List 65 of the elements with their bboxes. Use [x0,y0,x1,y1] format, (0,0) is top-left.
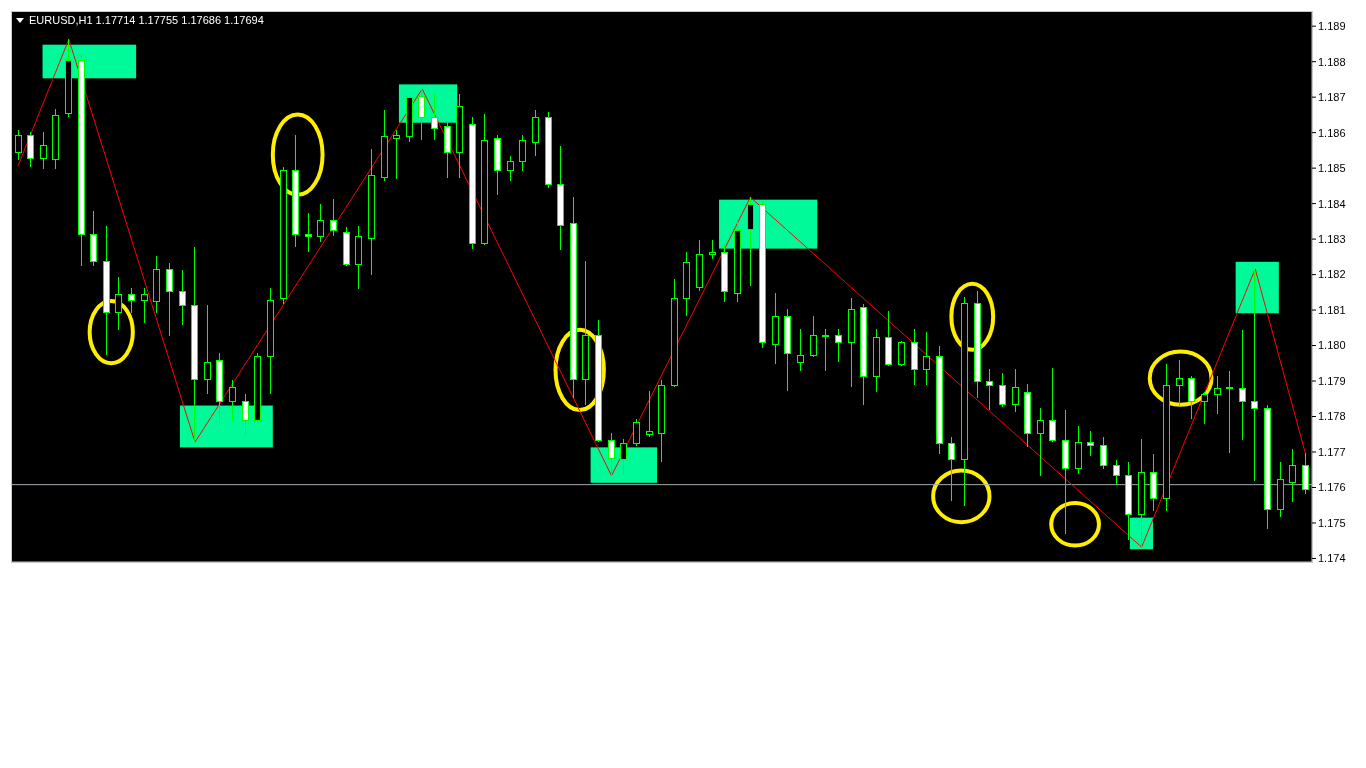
candlestick [822,328,829,372]
chart-title: EURUSD,H1 1.17714 1.17755 1.17686 1.17694 [29,14,264,26]
candlestick [204,304,211,395]
candlestick [317,203,324,243]
candlestick [1289,448,1296,503]
candlestick [115,276,122,331]
candlestick [986,368,993,411]
y-tick-label: 1.178 [1318,410,1346,423]
candlestick [633,418,640,447]
candlestick [1012,368,1019,413]
candlestick [330,198,337,237]
candlestick [1251,268,1258,482]
y-tick-label: 1.180 [1318,339,1346,352]
candlestick [179,269,186,326]
candlestick [1188,375,1195,420]
y-tick-label: 1.179 [1318,374,1346,387]
candlestick [431,92,438,141]
candlestick [709,239,716,260]
candlestick [620,438,627,475]
candlestick [393,129,400,180]
y-tick-label: 1.175 [1318,516,1346,529]
candlestick [507,155,514,182]
candlestick [27,131,34,168]
candlestick [1100,436,1107,470]
candlestick [1226,370,1233,454]
candlestick [810,315,817,358]
candlestick [1176,359,1183,408]
candlestick [646,390,653,438]
candlestick [797,328,804,372]
y-tick-label: 1.184 [1318,197,1346,210]
candlestick [1201,391,1208,425]
candlestick [1113,459,1120,486]
candlestick [519,134,526,172]
candlestick [1239,329,1246,441]
candlestick [128,287,135,314]
candlestick [923,331,930,386]
candlestick [305,212,312,253]
y-tick-label: 1.183 [1318,233,1346,245]
candlestick [1037,407,1044,477]
candlestick [999,372,1006,408]
y-tick-label: 1.185 [1318,162,1346,175]
candlestick [15,129,22,161]
y-tick-label: 1.181 [1318,303,1346,316]
y-tick-label: 1.182 [1318,268,1346,281]
candlestick [418,88,425,141]
candlestick [835,328,842,363]
line-series [17,38,1307,548]
y-tick-label: 1.174 [1318,552,1346,565]
candlestick [1214,375,1221,415]
candlestick [608,432,615,477]
candlestick [141,287,148,324]
candlestick [1087,430,1094,457]
candlestick [898,340,905,367]
y-tick-label: 1.187 [1318,91,1346,104]
candlestick [1049,367,1056,443]
y-tick-label: 1.186 [1318,126,1346,139]
y-tick-label: 1.176 [1318,481,1346,494]
candlestick [242,393,249,436]
candlestick [166,262,173,337]
y-tick-label: 1.188 [1318,55,1346,68]
candlestick [229,379,236,422]
candlestick [948,436,955,502]
y-tick-label: 1.177 [1318,445,1346,458]
candlestick [40,131,47,170]
y-tick-label: 1.189 [1318,20,1346,33]
